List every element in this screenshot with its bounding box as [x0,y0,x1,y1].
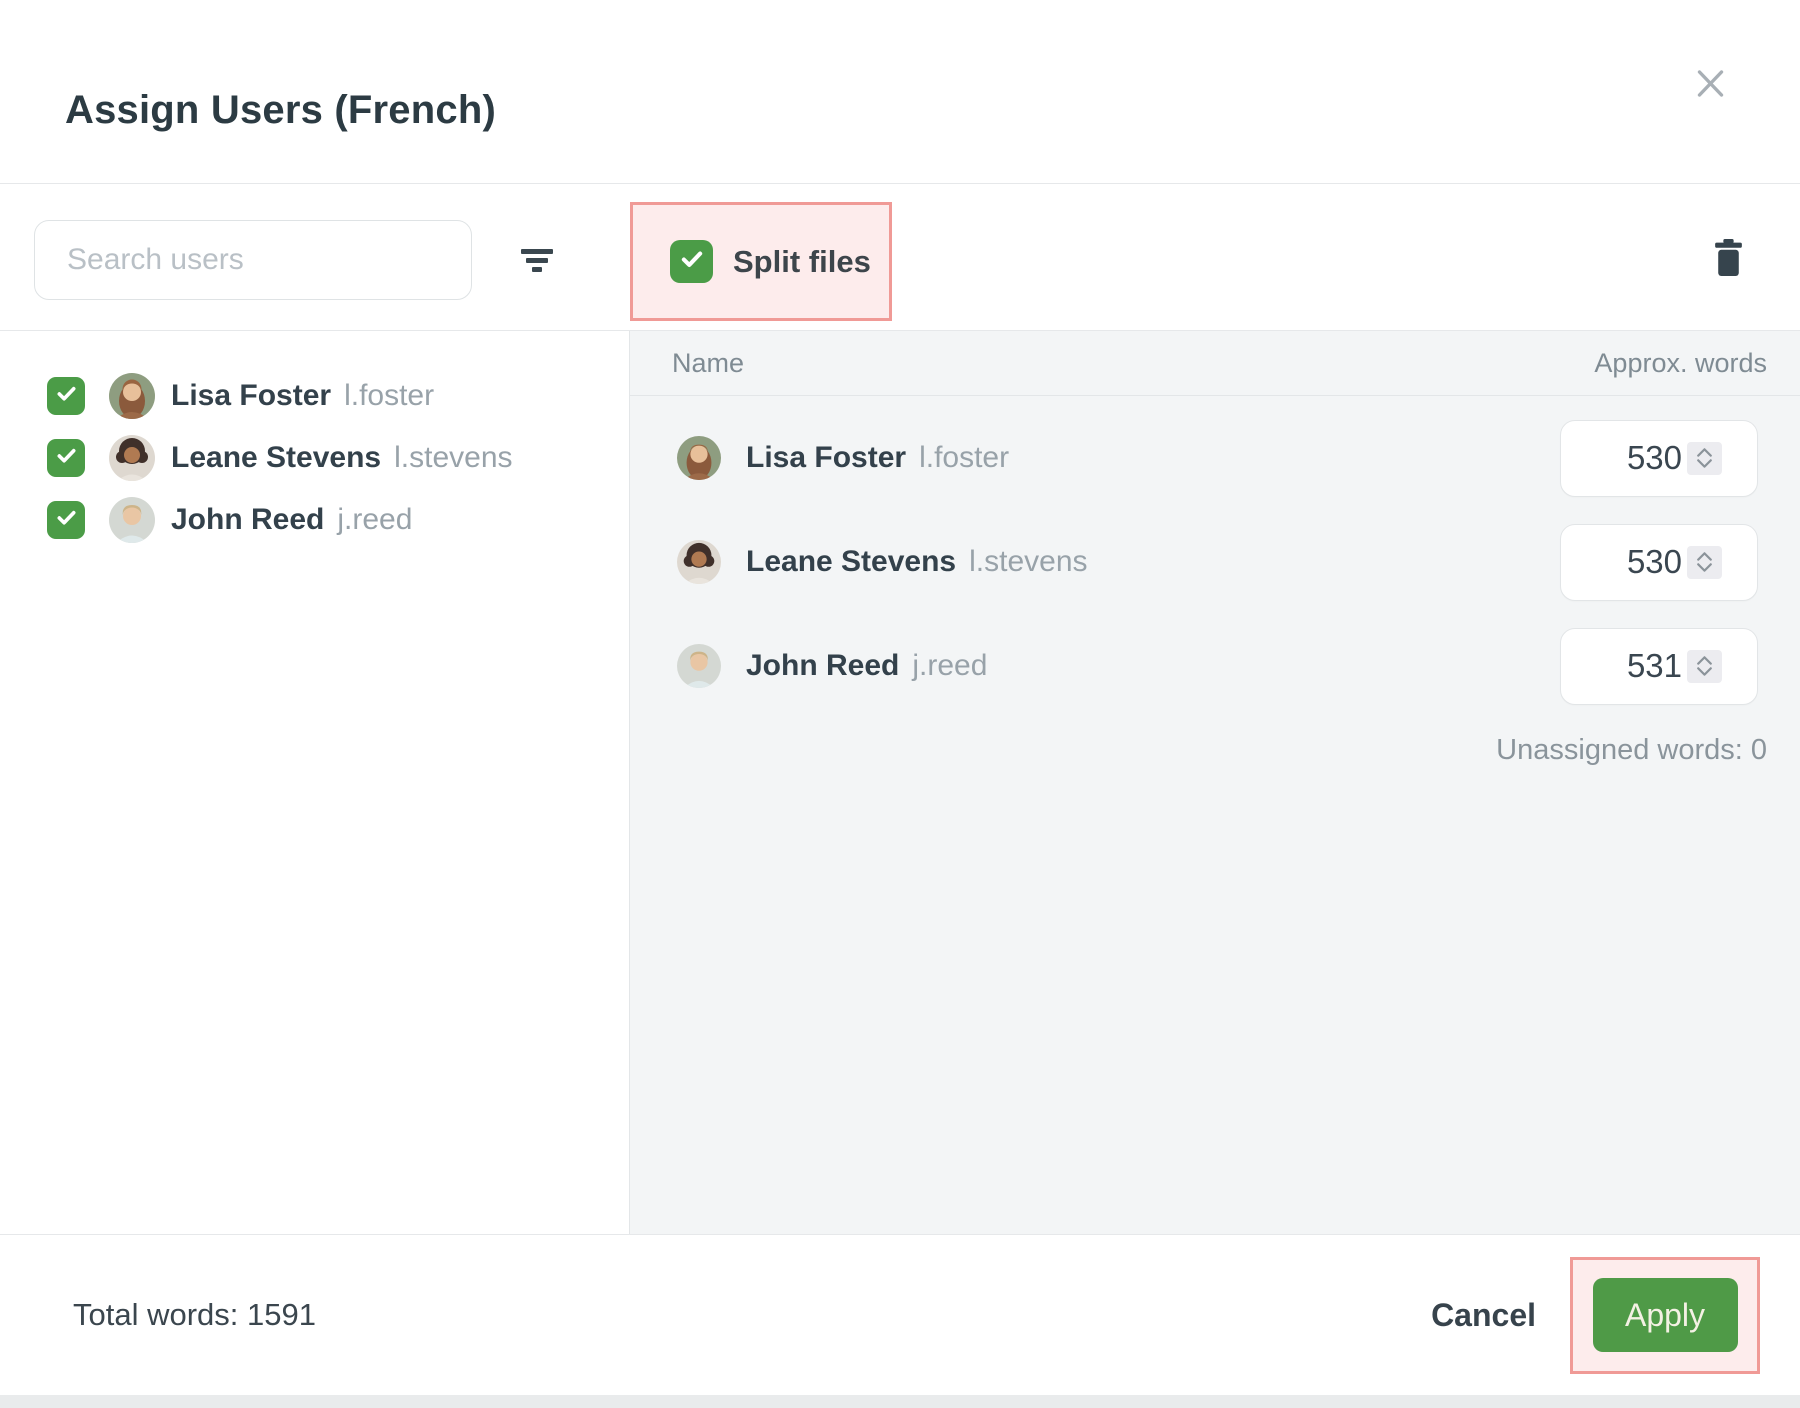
user-row-leane: Leane Stevens l.stevens [0,427,629,489]
user-name: Lisa Foster [746,441,907,474]
user-username: j.reed [337,503,413,536]
total-words: Total words: 1591 [73,1297,316,1332]
number-stepper[interactable] [1687,649,1722,683]
table-header: Name Approx. words [630,331,1800,396]
number-stepper[interactable] [1687,441,1722,475]
delete-button[interactable] [1713,239,1743,281]
modal-header: Assign Users (French) [0,0,1800,184]
unassigned-words: Unassigned words: 0 [1496,734,1767,766]
avatar [677,436,721,480]
modal-title: Assign Users (French) [65,88,496,132]
modal-body: Lisa Foster l.foster Leane Stevens l.ste… [0,331,1800,1234]
user-list-panel: Lisa Foster l.foster Leane Stevens l.ste… [0,331,630,1234]
check-icon [55,444,78,472]
check-icon [679,246,705,277]
words-value: 530 [1626,439,1682,476]
words-input[interactable]: 530 [1560,419,1758,497]
assign-row-lisa: Lisa Foster l.foster 530 [630,406,1800,510]
user-name: John Reed [171,503,325,536]
apply-button[interactable]: Apply [1592,1278,1738,1352]
user-username: j.reed [912,649,988,682]
avatar [109,497,155,543]
user-row-lisa: Lisa Foster l.foster [0,365,629,427]
filter-button[interactable] [517,238,557,282]
words-value: 531 [1626,647,1682,684]
assign-row-john: John Reed j.reed 531 [630,614,1800,718]
user-name: Leane Stevens [746,545,957,578]
check-icon [55,506,78,534]
user-username: l.stevens [394,441,513,474]
user-name: Leane Stevens [171,441,382,474]
user-checkbox[interactable] [47,501,85,539]
column-name: Name [672,347,745,378]
user-username: l.foster [344,379,435,412]
check-icon [55,382,78,410]
close-icon [1697,69,1724,103]
split-files-highlight: Split files [630,202,892,321]
avatar [677,644,721,688]
trash-icon [1714,239,1742,281]
words-value: 530 [1626,543,1682,580]
assign-row-leane: Leane Stevens l.stevens 530 [630,510,1800,614]
toolbar: Split files [0,184,1800,331]
close-button[interactable] [1684,60,1736,112]
modal-bottom-edge [0,1395,1800,1408]
avatar [677,540,721,584]
avatar [109,373,155,419]
apply-highlight: Apply [1570,1256,1760,1374]
search-input[interactable] [34,220,472,300]
user-row-john: John Reed j.reed [0,489,629,551]
avatar [109,435,155,481]
words-input[interactable]: 531 [1560,627,1758,705]
number-stepper[interactable] [1687,545,1722,579]
column-approx-words: Approx. words [1594,347,1767,378]
user-checkbox[interactable] [47,377,85,415]
user-checkbox[interactable] [47,439,85,477]
user-name: Lisa Foster [171,379,332,412]
split-files-label: Split files [733,243,871,279]
user-username: l.stevens [969,545,1088,578]
table-rows: Lisa Foster l.foster 530 Leane Steve [630,406,1800,718]
words-input[interactable]: 530 [1560,523,1758,601]
cancel-button[interactable]: Cancel [1431,1296,1536,1333]
split-files-checkbox[interactable] [670,240,713,283]
assignment-panel: Name Approx. words Lisa Foster l.foster … [630,331,1800,1234]
modal-footer: Total words: 1591 Cancel Apply [0,1234,1800,1395]
user-username: l.foster [919,441,1010,474]
user-name: John Reed [746,649,900,682]
